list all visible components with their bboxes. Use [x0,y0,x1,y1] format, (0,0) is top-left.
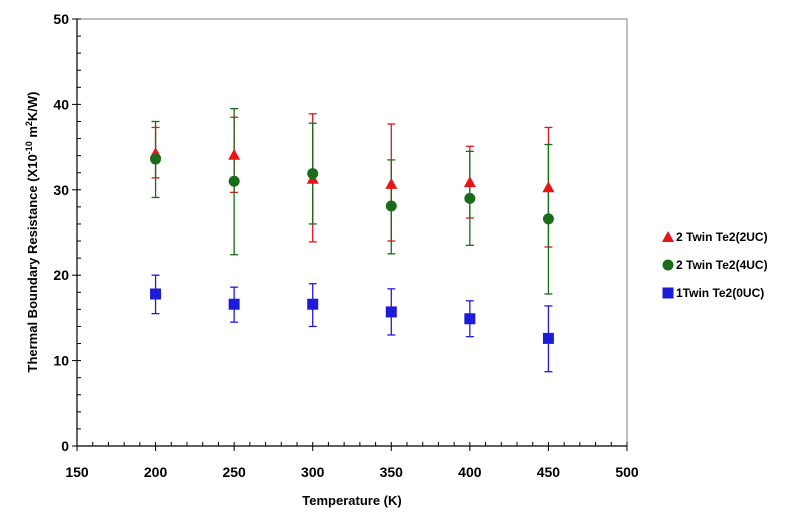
x-tick-label: 300 [301,464,325,480]
x-tick-label: 200 [144,464,168,480]
data-point [385,177,398,189]
series-3-points [150,288,554,344]
data-point [542,332,554,344]
y-axis-title-unit: m [25,126,40,141]
legend-item: 1Twin Te2(0UC) [662,286,764,300]
x-tick-label: 450 [537,464,561,480]
x-axis-title: Temperature (K) [302,493,401,508]
legend-label: 1Twin Te2(0UC) [676,286,764,300]
series-2-points [150,153,554,225]
data-point [542,181,555,193]
legend-marker [662,231,674,242]
y-axis-title: Thermal Boundary Resistance (X10-10 m2K/… [24,91,40,372]
x-tick-label: 350 [380,464,404,480]
data-point [307,298,319,310]
y-axis-title-unit-rest: K/W) [25,91,40,121]
axes: 150 200 250 300 350 400 450 500 0 10 20 30 40 50 [53,11,638,480]
data-point [228,298,240,310]
legend-marker [662,259,674,271]
x-tick-label: 400 [458,464,482,480]
data-point [464,192,476,204]
y-axis-title-exponent: -10 [24,141,34,154]
legend-marker [662,287,674,299]
data-point [307,168,319,180]
y-tick-label: 20 [53,267,69,283]
data-point [464,313,476,325]
legend-item: 2 Twin Te2(2UC) [662,230,768,244]
data-point [385,200,397,212]
data-point [228,175,240,187]
x-tick-label: 250 [222,464,246,480]
data-point [228,148,241,160]
series-1 [151,113,553,248]
legend-label: 2 Twin Te2(2UC) [676,230,768,244]
data-point [385,306,397,318]
legend-label: 2 Twin Te2(4UC) [676,258,768,272]
data-point [542,213,554,225]
y-tick-label: 0 [61,438,69,454]
data-point [150,288,162,300]
y-tick-label: 40 [53,96,69,112]
y-tick-label: 30 [53,182,69,198]
series-1-points [149,147,555,193]
y-axis-title-unit-exponent: 2 [24,121,34,126]
legend-item: 2 Twin Te2(4UC) [662,258,768,272]
y-tick-label: 50 [53,11,69,27]
legend: 2 Twin Te2(2UC) 2 Twin Te2(4UC) 1Twin Te2(… [662,230,768,300]
y-tick-label: 10 [53,353,69,369]
series-2 [151,108,553,295]
series-layer [149,108,555,373]
x-tick-label: 150 [65,464,89,480]
data-point [150,153,162,165]
y-axis-title-main: Thermal Boundary Resistance (X10 [25,154,40,372]
plot-area-frame [76,18,628,447]
x-tick-label: 500 [615,464,639,480]
data-point [463,176,476,188]
series-3 [151,274,553,373]
